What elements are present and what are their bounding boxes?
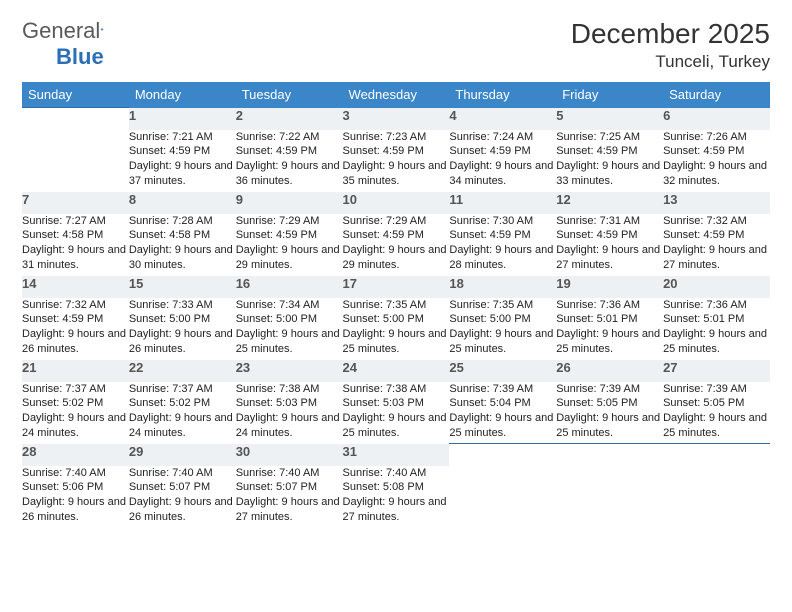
day-details: Sunrise: 7:37 AMSunset: 5:02 PMDaylight:… (22, 382, 129, 444)
day-header: Tuesday (236, 82, 343, 108)
day-number-row: 14151617181920 (22, 276, 770, 298)
day-number: 24 (343, 360, 450, 382)
day-details: Sunrise: 7:40 AMSunset: 5:07 PMDaylight:… (129, 466, 236, 528)
day-details (22, 130, 129, 192)
day-details: Sunrise: 7:23 AMSunset: 4:59 PMDaylight:… (343, 130, 450, 192)
day-header: Thursday (449, 82, 556, 108)
day-details: Sunrise: 7:39 AMSunset: 5:05 PMDaylight:… (663, 382, 770, 444)
calendar-header-row: SundayMondayTuesdayWednesdayThursdayFrid… (22, 82, 770, 108)
day-number: 16 (236, 276, 343, 298)
day-header: Friday (556, 82, 663, 108)
day-details: Sunrise: 7:40 AMSunset: 5:06 PMDaylight:… (22, 466, 129, 528)
page-title: December 2025 (571, 18, 770, 50)
logo-text-blue: Blue (56, 44, 104, 70)
day-number (449, 444, 556, 466)
day-number (663, 444, 770, 466)
day-details: Sunrise: 7:25 AMSunset: 4:59 PMDaylight:… (556, 130, 663, 192)
day-number: 19 (556, 276, 663, 298)
logo-sail-icon (100, 18, 104, 40)
day-details: Sunrise: 7:24 AMSunset: 4:59 PMDaylight:… (449, 130, 556, 192)
day-details: Sunrise: 7:29 AMSunset: 4:59 PMDaylight:… (236, 214, 343, 276)
day-body-row: Sunrise: 7:32 AMSunset: 4:59 PMDaylight:… (22, 298, 770, 360)
day-number: 8 (129, 192, 236, 214)
day-number: 30 (236, 444, 343, 466)
day-number-row: 78910111213 (22, 192, 770, 214)
day-number (556, 444, 663, 466)
day-number: 21 (22, 360, 129, 382)
day-details: Sunrise: 7:36 AMSunset: 5:01 PMDaylight:… (556, 298, 663, 360)
day-number: 26 (556, 360, 663, 382)
day-details: Sunrise: 7:32 AMSunset: 4:59 PMDaylight:… (663, 214, 770, 276)
day-details: Sunrise: 7:26 AMSunset: 4:59 PMDaylight:… (663, 130, 770, 192)
day-number-row: 123456 (22, 108, 770, 130)
day-number (22, 108, 129, 130)
day-header: Monday (129, 82, 236, 108)
day-number: 23 (236, 360, 343, 382)
logo-text-general: General (22, 18, 100, 44)
day-number: 7 (22, 192, 129, 214)
location-label: Tunceli, Turkey (571, 52, 770, 72)
day-details (556, 466, 663, 528)
header: General December 2025 Tunceli, Turkey (22, 18, 770, 72)
day-number: 29 (129, 444, 236, 466)
day-details (663, 466, 770, 528)
day-details: Sunrise: 7:29 AMSunset: 4:59 PMDaylight:… (343, 214, 450, 276)
day-number: 11 (449, 192, 556, 214)
day-number: 17 (343, 276, 450, 298)
day-number: 4 (449, 108, 556, 130)
day-number: 9 (236, 192, 343, 214)
day-details: Sunrise: 7:35 AMSunset: 5:00 PMDaylight:… (449, 298, 556, 360)
day-header: Sunday (22, 82, 129, 108)
day-number: 5 (556, 108, 663, 130)
day-details: Sunrise: 7:27 AMSunset: 4:58 PMDaylight:… (22, 214, 129, 276)
day-details: Sunrise: 7:31 AMSunset: 4:59 PMDaylight:… (556, 214, 663, 276)
day-details: Sunrise: 7:37 AMSunset: 5:02 PMDaylight:… (129, 382, 236, 444)
day-body-row: Sunrise: 7:21 AMSunset: 4:59 PMDaylight:… (22, 130, 770, 192)
day-number: 25 (449, 360, 556, 382)
day-details: Sunrise: 7:30 AMSunset: 4:59 PMDaylight:… (449, 214, 556, 276)
day-details: Sunrise: 7:34 AMSunset: 5:00 PMDaylight:… (236, 298, 343, 360)
day-details: Sunrise: 7:40 AMSunset: 5:07 PMDaylight:… (236, 466, 343, 528)
day-details: Sunrise: 7:35 AMSunset: 5:00 PMDaylight:… (343, 298, 450, 360)
day-details: Sunrise: 7:21 AMSunset: 4:59 PMDaylight:… (129, 130, 236, 192)
logo: General (22, 18, 124, 44)
day-number: 13 (663, 192, 770, 214)
day-number: 6 (663, 108, 770, 130)
day-number: 20 (663, 276, 770, 298)
day-number: 27 (663, 360, 770, 382)
day-details: Sunrise: 7:28 AMSunset: 4:58 PMDaylight:… (129, 214, 236, 276)
day-details (449, 466, 556, 528)
day-details: Sunrise: 7:22 AMSunset: 4:59 PMDaylight:… (236, 130, 343, 192)
day-details: Sunrise: 7:38 AMSunset: 5:03 PMDaylight:… (343, 382, 450, 444)
day-number: 3 (343, 108, 450, 130)
calendar-table: SundayMondayTuesdayWednesdayThursdayFrid… (22, 82, 770, 528)
day-details: Sunrise: 7:32 AMSunset: 4:59 PMDaylight:… (22, 298, 129, 360)
day-header: Saturday (663, 82, 770, 108)
day-number: 18 (449, 276, 556, 298)
day-number: 22 (129, 360, 236, 382)
day-details: Sunrise: 7:39 AMSunset: 5:04 PMDaylight:… (449, 382, 556, 444)
day-details: Sunrise: 7:39 AMSunset: 5:05 PMDaylight:… (556, 382, 663, 444)
day-body-row: Sunrise: 7:27 AMSunset: 4:58 PMDaylight:… (22, 214, 770, 276)
day-body-row: Sunrise: 7:37 AMSunset: 5:02 PMDaylight:… (22, 382, 770, 444)
day-details: Sunrise: 7:40 AMSunset: 5:08 PMDaylight:… (343, 466, 450, 528)
day-details: Sunrise: 7:36 AMSunset: 5:01 PMDaylight:… (663, 298, 770, 360)
day-number-row: 28293031 (22, 444, 770, 466)
day-number: 14 (22, 276, 129, 298)
day-details: Sunrise: 7:38 AMSunset: 5:03 PMDaylight:… (236, 382, 343, 444)
day-number: 31 (343, 444, 450, 466)
day-details: Sunrise: 7:33 AMSunset: 5:00 PMDaylight:… (129, 298, 236, 360)
day-number-row: 21222324252627 (22, 360, 770, 382)
day-body-row: Sunrise: 7:40 AMSunset: 5:06 PMDaylight:… (22, 466, 770, 528)
day-number: 2 (236, 108, 343, 130)
title-block: December 2025 Tunceli, Turkey (571, 18, 770, 72)
day-number: 28 (22, 444, 129, 466)
day-number: 10 (343, 192, 450, 214)
day-number: 1 (129, 108, 236, 130)
day-number: 12 (556, 192, 663, 214)
day-header: Wednesday (343, 82, 450, 108)
day-number: 15 (129, 276, 236, 298)
